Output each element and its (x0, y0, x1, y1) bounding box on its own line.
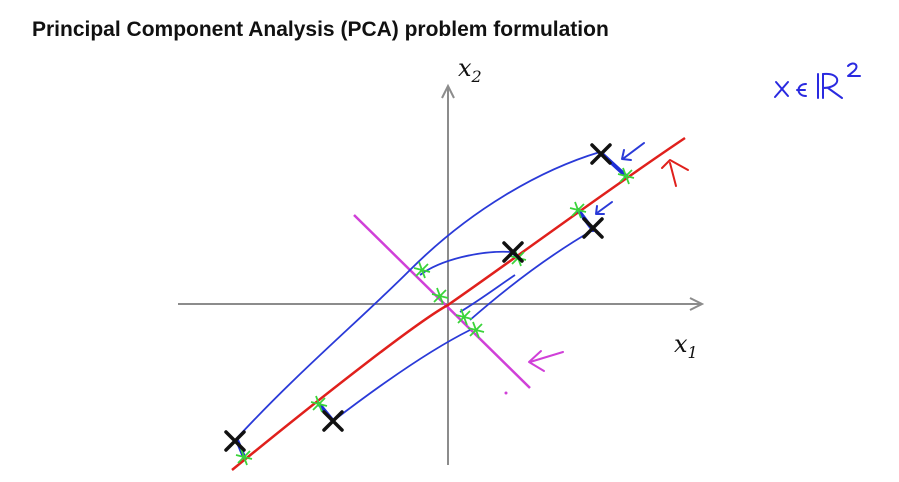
hand-drawn-arrow-icon (621, 142, 645, 161)
x-axis-label-sub: 1 (688, 343, 698, 362)
x-mark-icon (322, 410, 344, 432)
slide-title: Principal Component Analysis (PCA) probl… (32, 18, 609, 41)
x-mark-icon (582, 217, 604, 239)
green-asterisk-icon (467, 321, 485, 339)
y-axis-label-base: x (458, 54, 472, 82)
green-asterisk-icon (310, 395, 328, 413)
green-asterisk-icon (413, 261, 431, 279)
data-points (224, 143, 612, 452)
arc-right-lower (469, 229, 594, 321)
green-asterisk-icon (431, 287, 449, 305)
arc-outer-upper (236, 151, 601, 439)
magenta-dot (504, 391, 508, 395)
good-projection-line (231, 136, 686, 471)
x-mark-icon (502, 241, 524, 263)
arc-inner-upper (419, 250, 513, 276)
x-mark-icon (224, 430, 246, 452)
axes (178, 83, 705, 465)
hand-drawn-arrow-icon (595, 201, 613, 215)
projection-errors (235, 152, 628, 459)
arc-inner-lower (332, 329, 471, 422)
green-asterisk-icon (569, 201, 587, 219)
set-annotation (774, 62, 861, 99)
y-axis-label: x2 (458, 54, 482, 86)
hand-drawn-arrow-icon (661, 159, 689, 187)
x-mark-icon (590, 143, 612, 165)
hand-drawn-arrow-icon (528, 350, 564, 372)
green-asterisk-icon (235, 448, 253, 466)
direction-arrows (528, 142, 689, 372)
arc-connectors (236, 151, 601, 439)
x-axis-label: x1 (674, 330, 698, 362)
x-axis-label-base: x (674, 330, 688, 358)
y-axis-arrowhead-icon (441, 83, 455, 99)
projected-points (235, 167, 635, 466)
green-asterisk-icon (617, 167, 635, 185)
arc-lower-segment (459, 274, 516, 313)
x-axis-arrowhead-icon (689, 297, 705, 311)
y-axis-label-sub: 2 (471, 67, 482, 86)
green-asterisk-icon (455, 308, 473, 326)
axis-labels: x2 x1 (458, 54, 698, 362)
